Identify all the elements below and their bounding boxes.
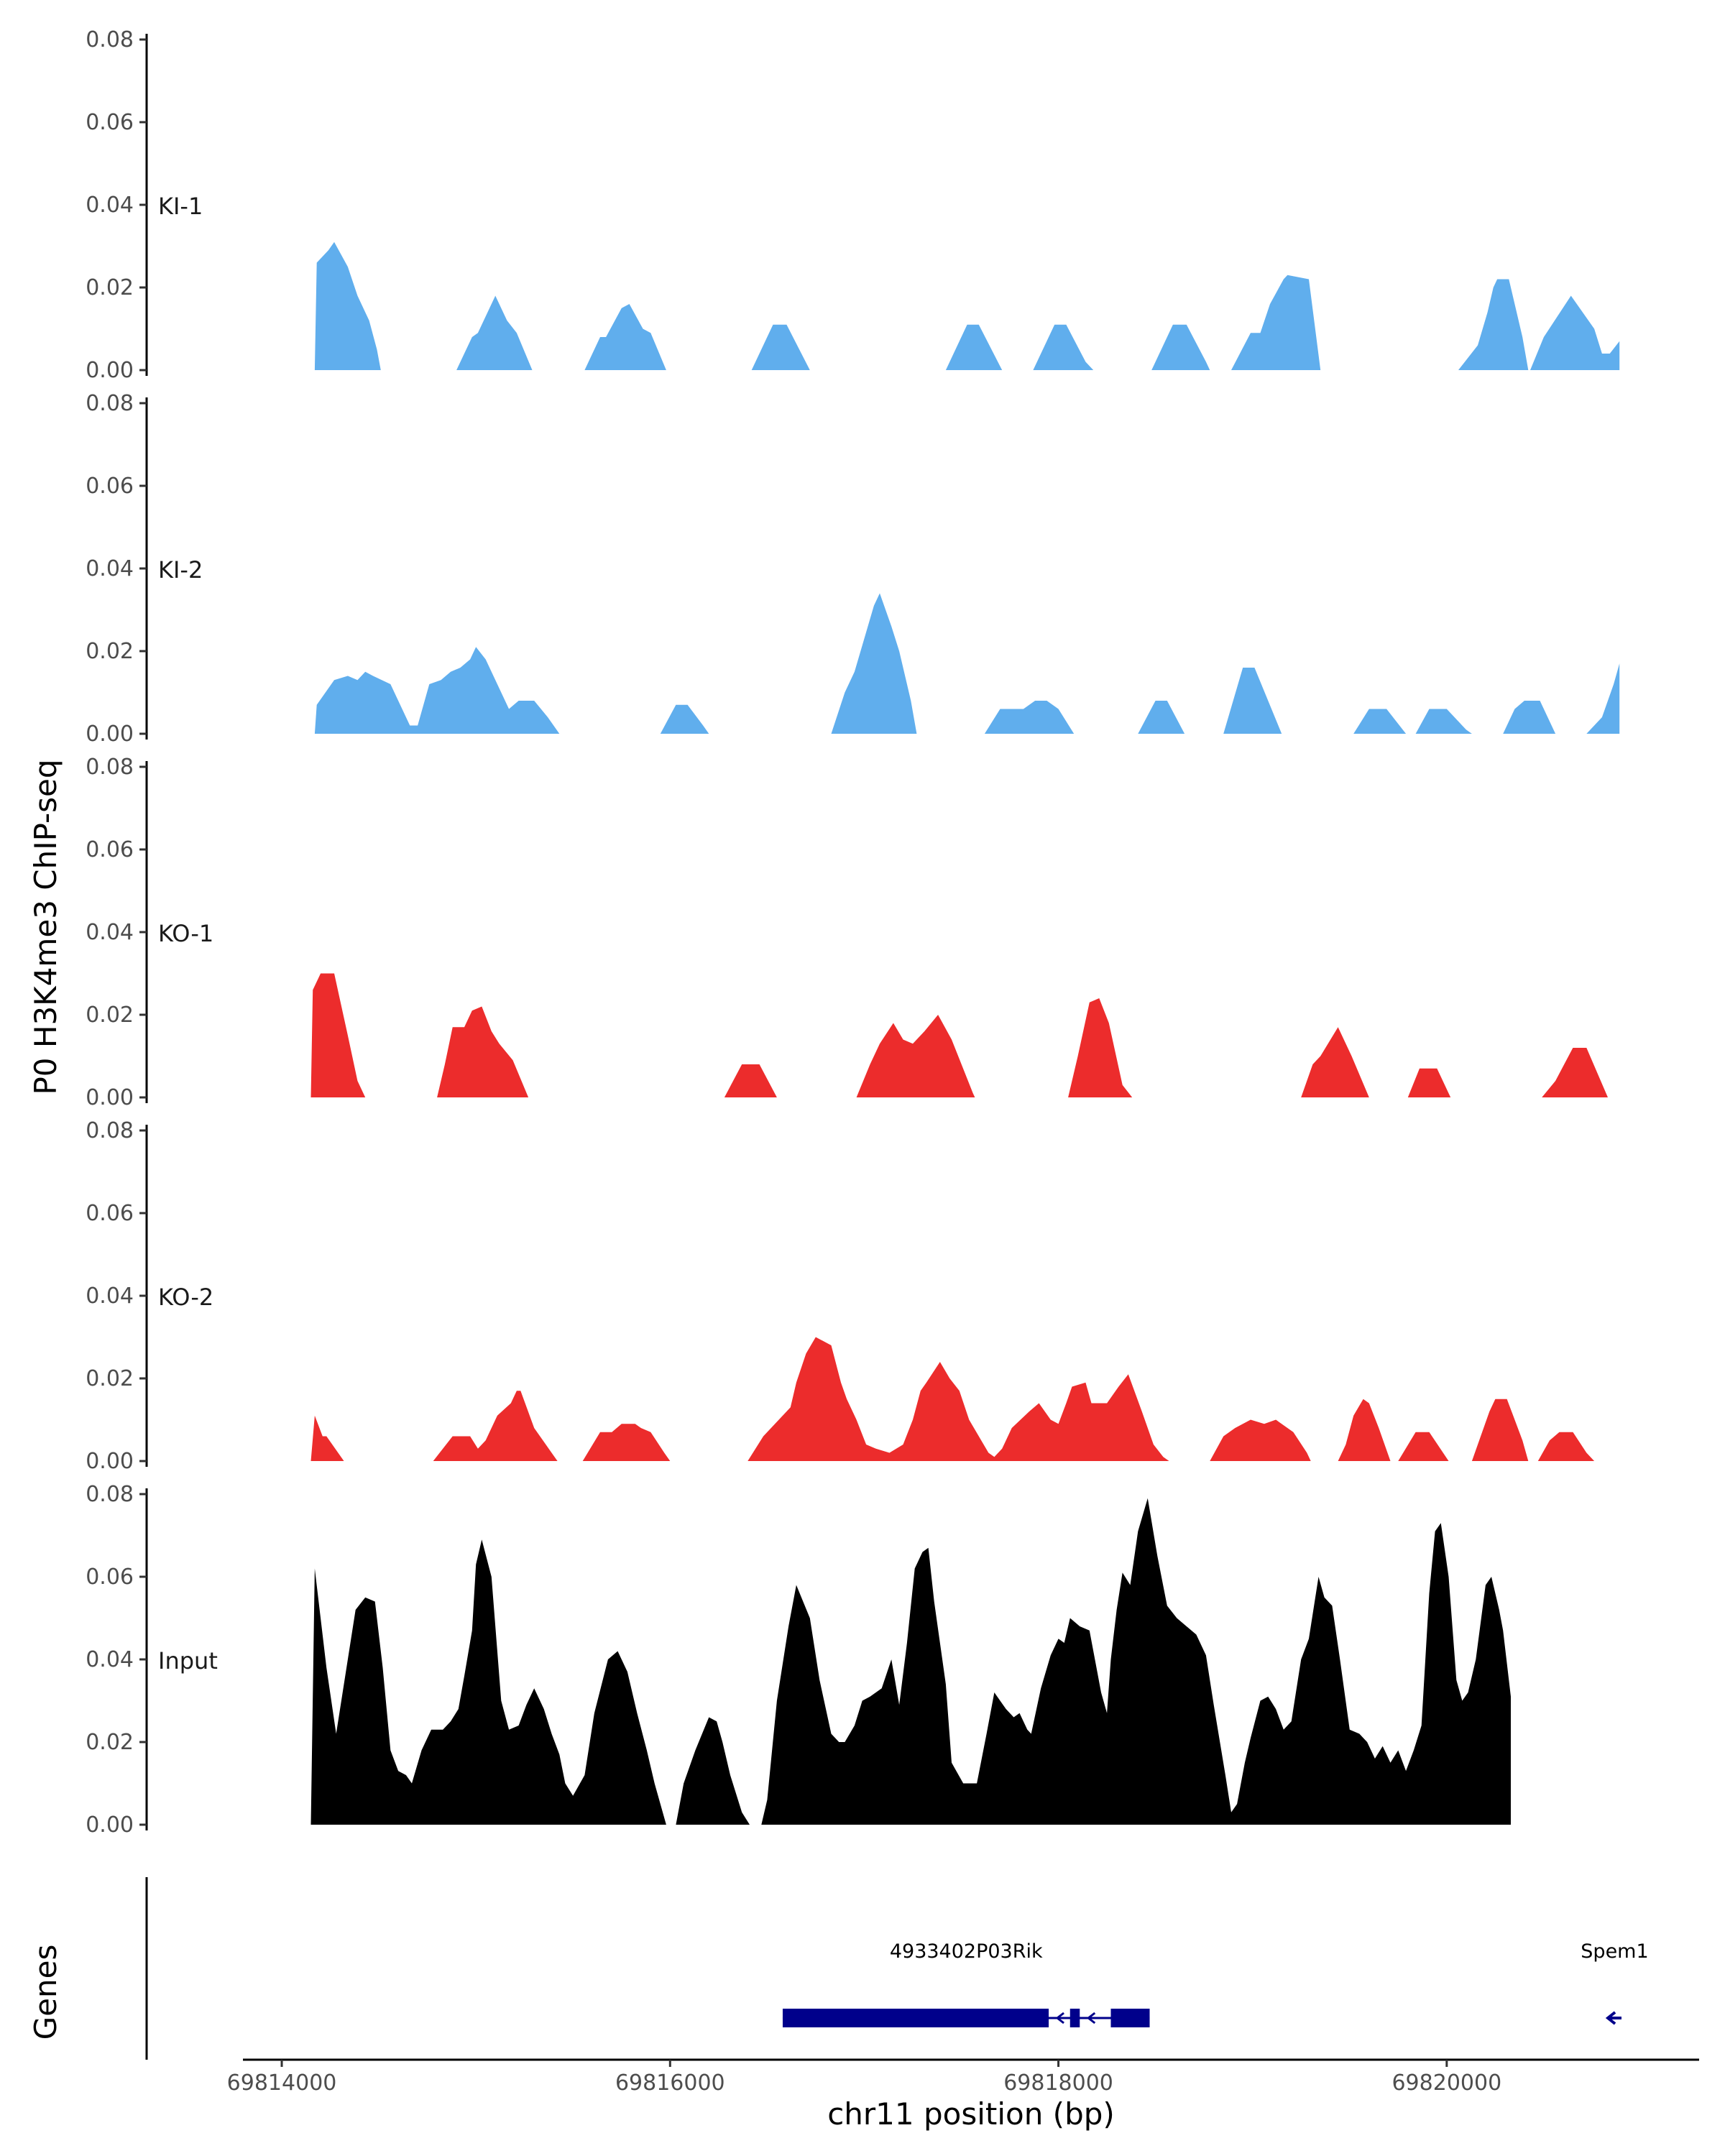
coverage-area xyxy=(831,593,917,734)
y-tick-label: 0.00 xyxy=(86,1449,134,1474)
coverage-area xyxy=(1068,998,1133,1097)
y-tick-label: 0.02 xyxy=(86,1730,134,1755)
x-tick-label: 69814000 xyxy=(227,2070,337,2096)
y-tick-label: 0.00 xyxy=(86,1085,134,1110)
track-label: KI-2 xyxy=(158,556,203,584)
coverage-area xyxy=(945,324,1003,370)
coverage-area xyxy=(1398,1432,1449,1461)
coverage-area xyxy=(1407,1068,1451,1097)
y-tick-label: 0.08 xyxy=(86,27,134,52)
y-tick-label: 0.02 xyxy=(86,275,134,300)
y-tick-label: 0.06 xyxy=(86,110,134,135)
coverage-area xyxy=(751,324,810,370)
y-tick-label: 0.08 xyxy=(86,755,134,780)
track-ko-1: 0.00 0.02 0.04 0.06 0.08 KO-1 xyxy=(86,755,1608,1110)
y-tick-label: 0.00 xyxy=(86,722,134,747)
gene-spem1: Spem1 xyxy=(1581,1940,1649,2025)
gene-exon xyxy=(1070,2009,1080,2027)
x-tick-label: 69818000 xyxy=(1003,2070,1113,2096)
track-ko-2: 0.00 0.02 0.04 0.06 0.08 KO-2 xyxy=(86,1118,1595,1474)
coverage-area xyxy=(1458,279,1529,370)
coverage-area xyxy=(1503,701,1556,734)
coverage-area xyxy=(724,1064,777,1097)
track-label: KO-2 xyxy=(158,1284,213,1311)
coverage-area xyxy=(1223,668,1282,734)
genes-panel-title: Genes xyxy=(28,1945,63,2040)
gene-panel: 4933402P03Rik Spem1 xyxy=(145,1877,1649,2060)
coverage-area xyxy=(1537,1432,1595,1461)
coverage-area xyxy=(310,1539,666,1825)
strand-arrow xyxy=(1605,2011,1616,2025)
coverage-area xyxy=(1033,324,1094,370)
coverage-area xyxy=(660,704,709,734)
gene-exon xyxy=(1110,2009,1150,2027)
y-tick-label: 0.04 xyxy=(86,920,134,945)
y-tick-label: 0.04 xyxy=(86,193,134,218)
coverage-area xyxy=(761,1498,1511,1825)
x-axis-title: chr11 position (bp) xyxy=(827,2096,1115,2132)
x-tick-label: 69820000 xyxy=(1392,2070,1501,2096)
coverage-area xyxy=(1530,295,1620,370)
x-tick-label: 69816000 xyxy=(615,2070,725,2096)
y-tick-label: 0.02 xyxy=(86,1003,134,1028)
coverage-area xyxy=(314,241,381,370)
coverage-area xyxy=(984,701,1075,734)
y-tick-label: 0.06 xyxy=(86,474,134,499)
gene-4933402p03rik: 4933402P03Rik xyxy=(782,1940,1150,2027)
coverage-area xyxy=(1301,1027,1369,1097)
coverage-area xyxy=(1338,1399,1391,1461)
coverage-area xyxy=(1415,709,1472,734)
track-ki-2: 0.00 0.02 0.04 0.06 0.08 KI-2 xyxy=(86,391,1620,747)
strand-arrow xyxy=(1055,2012,1064,2024)
track-label: KI-1 xyxy=(158,193,203,220)
coverage-area xyxy=(584,304,666,370)
track-input: 0.00 0.02 0.04 0.06 0.08 Input xyxy=(86,1482,1511,1838)
y-tick-label: 0.08 xyxy=(86,391,134,416)
coverage-area xyxy=(314,647,560,734)
gene-exon xyxy=(782,2009,1049,2027)
coverage-area xyxy=(433,1391,558,1461)
coverage-area xyxy=(1151,324,1210,370)
coverage-area xyxy=(310,1415,344,1461)
y-tick-label: 0.00 xyxy=(86,1812,134,1838)
coverage-area xyxy=(1210,1419,1311,1461)
y-axis-title: P0 H3K4me3 ChIP-seq xyxy=(28,759,63,1095)
y-tick-label: 0.06 xyxy=(86,837,134,862)
gene-label: 4933402P03Rik xyxy=(890,1940,1043,1963)
coverage-area xyxy=(437,1006,529,1097)
track-ki-1: 0.00 0.02 0.04 0.06 0.08 KI-1 xyxy=(86,27,1620,383)
coverage-area xyxy=(1138,701,1185,734)
tracks-group: 0.00 0.02 0.04 0.06 0.08 KI-1 0.00 0.02 0.04 0.06… xyxy=(86,27,1620,1838)
track-label: KO-1 xyxy=(158,920,213,947)
coverage-area xyxy=(856,1015,975,1097)
coverage-area xyxy=(676,1717,750,1825)
y-tick-label: 0.04 xyxy=(86,556,134,581)
track-label: Input xyxy=(158,1647,218,1674)
y-tick-label: 0.00 xyxy=(86,358,134,383)
y-tick-label: 0.02 xyxy=(86,639,134,664)
x-axis: 69814000 69816000 69818000 69820000 xyxy=(227,2058,1699,2096)
coverage-area xyxy=(582,1424,671,1461)
y-tick-label: 0.04 xyxy=(86,1284,134,1309)
coverage-area xyxy=(1353,709,1407,734)
y-tick-label: 0.06 xyxy=(86,1565,134,1590)
y-tick-label: 0.04 xyxy=(86,1647,134,1672)
coverage-area xyxy=(1542,1048,1608,1097)
y-tick-label: 0.06 xyxy=(86,1201,134,1226)
coverage-area xyxy=(1586,663,1620,734)
coverage-area xyxy=(1471,1399,1529,1461)
coverage-area xyxy=(1231,275,1321,370)
y-tick-label: 0.08 xyxy=(86,1118,134,1143)
coverage-area xyxy=(748,1337,1169,1461)
gene-label: Spem1 xyxy=(1581,1940,1648,1963)
strand-arrow xyxy=(1086,2012,1096,2024)
coverage-area xyxy=(456,295,533,370)
coverage-area xyxy=(310,973,366,1097)
y-tick-label: 0.08 xyxy=(86,1482,134,1507)
y-tick-label: 0.02 xyxy=(86,1366,134,1391)
